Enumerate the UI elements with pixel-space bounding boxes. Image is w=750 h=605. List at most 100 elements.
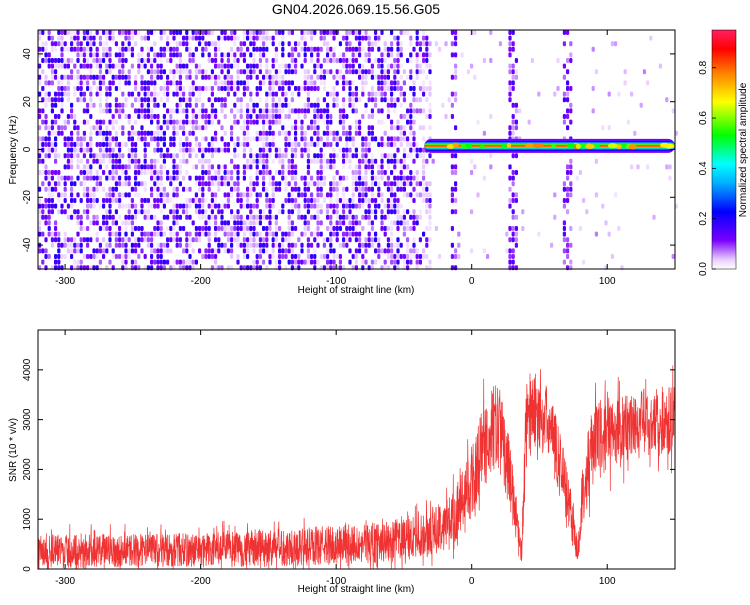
- spectrogram-cell: [233, 231, 237, 237]
- spectrogram-cell: [130, 125, 134, 131]
- spectrogram-cell: [271, 41, 275, 47]
- spectrogram-cell: [380, 86, 384, 91]
- spectrogram-cell: [57, 192, 61, 198]
- spectrogram-cell: [114, 170, 118, 175]
- spectrogram-cell: [393, 158, 397, 164]
- spectrogram-cell: [306, 46, 310, 52]
- spectrogram-cell: [348, 147, 352, 153]
- spectrogram-cell: [415, 30, 419, 35]
- spectrogram-cell: [66, 153, 70, 159]
- spectrogram-cell: [335, 58, 339, 63]
- spectrogram-cell: [166, 237, 170, 243]
- spectrogram-cell: [297, 237, 301, 243]
- spectrogram-cell: [338, 147, 342, 153]
- spectrogram-cell: [316, 198, 320, 203]
- spectrogram-cell: [306, 209, 310, 215]
- spectrogram-cell: [268, 119, 272, 125]
- spectrogram-cell: [386, 242, 390, 248]
- spectrogram-cell: [82, 237, 86, 243]
- spectrogram-cell: [146, 114, 150, 119]
- spectrogram-cell: [223, 142, 227, 147]
- spectrogram-cell: [86, 186, 90, 192]
- spectrogram-cell: [412, 242, 416, 248]
- snr-y-axis-label: SNR (10 * v/v): [8, 418, 19, 482]
- spectrogram-cell: [361, 198, 365, 203]
- spectrogram-cell: [290, 170, 294, 175]
- spectrogram-cell: [166, 147, 170, 153]
- spectrogram-cell: [175, 125, 179, 131]
- spectrogram-cell: [102, 254, 106, 259]
- spectrogram-cell: [265, 108, 269, 114]
- spectrogram-cell: [591, 46, 595, 52]
- spectrogram-cell: [226, 220, 230, 226]
- spectrogram-cell: [265, 119, 269, 125]
- spectrogram-cell: [204, 226, 208, 231]
- spectrogram-cell: [146, 198, 150, 203]
- spectrogram-cell: [575, 175, 579, 181]
- spectrogram-cell: [450, 209, 454, 215]
- spectrogram-cell: [92, 52, 96, 58]
- signal-blob: [465, 143, 473, 148]
- spectrogram-cell: [364, 147, 368, 153]
- spectrogram-cell: [370, 69, 374, 75]
- spectrogram-cell: [511, 237, 515, 243]
- spectrogram-cell: [38, 91, 42, 97]
- spectrogram-cell: [380, 192, 384, 198]
- spectrogram-cell: [396, 63, 400, 69]
- spectrogram-cell: [121, 52, 125, 58]
- spectrogram-cell: [415, 108, 419, 114]
- spectrogram-cell: [201, 203, 205, 209]
- spectrogram-cell: [233, 226, 237, 231]
- spectrogram-cell: [236, 86, 240, 91]
- spectrogram-cell: [313, 30, 317, 35]
- spectrogram-cell: [306, 125, 310, 131]
- spectrogram-cell: [316, 203, 320, 209]
- spectrogram-cell: [137, 97, 141, 103]
- spectrogram-cell: [169, 108, 173, 114]
- spectrogram-cell: [393, 254, 397, 259]
- spectrogram-cell: [236, 35, 240, 41]
- spectrogram-cell: [345, 58, 349, 63]
- spectrogram-cell: [390, 125, 394, 131]
- spectrogram-cell: [223, 35, 227, 41]
- spectrogram-cell: [329, 91, 333, 97]
- spectrogram-cell: [60, 46, 64, 52]
- spectrogram-cell: [76, 192, 80, 198]
- spectrogram-cell: [271, 102, 275, 108]
- spectrogram-cell: [210, 74, 214, 80]
- spectrogram-cell: [105, 209, 109, 215]
- spectrogram-cell: [54, 158, 58, 164]
- spectrogram-cell: [258, 237, 262, 243]
- spectrogram-cell: [329, 142, 333, 147]
- spectrogram-cell: [124, 164, 128, 170]
- spectrogram-cell: [57, 86, 61, 91]
- spectrogram-cell: [271, 108, 275, 114]
- spectrogram-cell: [239, 214, 243, 220]
- spectrogram-cell: [98, 119, 102, 125]
- spectrogram-cell: [73, 86, 77, 91]
- spectrogram-cell: [143, 97, 147, 103]
- spectrogram-cell: [249, 242, 253, 248]
- spectrogram-cell: [226, 181, 230, 187]
- spectrogram-cell: [396, 69, 400, 75]
- spectrogram-cell: [383, 203, 387, 209]
- spectrogram-cell: [146, 214, 150, 220]
- spectrogram-cell: [140, 97, 144, 103]
- spectrogram-cell: [338, 181, 342, 187]
- spectrogram-cell: [233, 147, 237, 153]
- spectrogram-cell: [86, 158, 90, 164]
- spectrogram-cell: [351, 175, 355, 181]
- spectrogram-cell: [566, 69, 570, 75]
- spectrogram-cell: [95, 254, 99, 259]
- signal-blob: [533, 143, 544, 148]
- spectrogram-cell: [140, 108, 144, 114]
- spectrogram-cell: [86, 30, 90, 35]
- spectrogram-cell: [246, 142, 250, 147]
- spectrogram-cell: [374, 97, 378, 103]
- spectrogram-cell: [310, 35, 314, 41]
- spectrogram-cell: [294, 86, 298, 91]
- spectrogram-cell: [95, 181, 99, 187]
- spectrogram-cell: [271, 58, 275, 63]
- spectrogram-cell: [175, 52, 179, 58]
- spectrogram-cell: [143, 186, 147, 192]
